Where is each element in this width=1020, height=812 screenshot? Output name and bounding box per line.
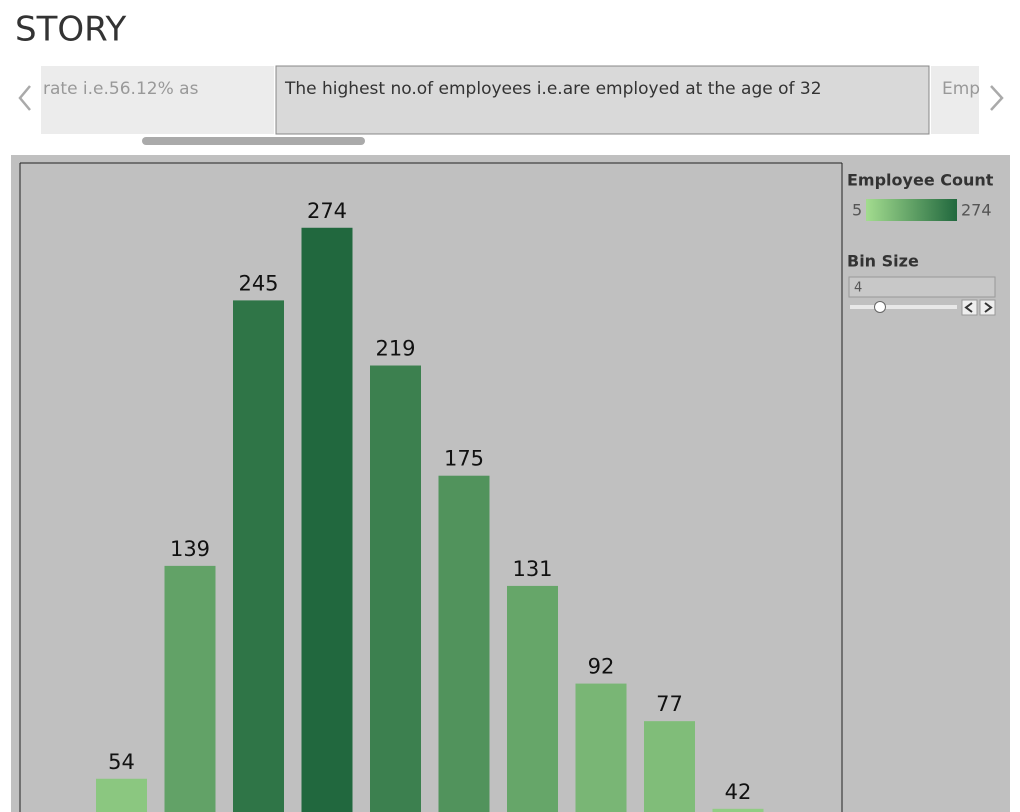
slider-next[interactable]	[979, 299, 996, 316]
value-label: 274	[307, 199, 347, 223]
bar	[644, 721, 695, 812]
value-label: 77	[656, 692, 683, 716]
value-label: 92	[588, 655, 615, 679]
story-text: The highest no.of employees i.e.are empl…	[284, 79, 822, 99]
value-label: 131	[512, 557, 552, 581]
bars: 54 139 245 274 219 175 131 92 77 42	[96, 199, 764, 812]
story-text: Emp	[942, 79, 980, 99]
slider-knob[interactable]	[874, 301, 886, 313]
scrollbar[interactable]	[142, 137, 365, 145]
story-text: rate i.e.56.12% as	[43, 79, 199, 99]
value-label: 139	[170, 537, 210, 561]
bar	[575, 683, 627, 812]
story-point[interactable]	[41, 66, 274, 134]
bar	[164, 565, 216, 812]
slider-prev[interactable]	[961, 299, 978, 316]
bar	[712, 808, 764, 812]
bar	[233, 300, 284, 812]
bin-size-input[interactable]	[848, 276, 996, 298]
arrow-icon	[964, 302, 973, 313]
value-label: 175	[444, 447, 484, 471]
value-label: 54	[108, 750, 135, 774]
bar	[370, 365, 421, 812]
legend-max: 274	[961, 201, 992, 220]
bar	[96, 778, 147, 812]
value-label: 219	[375, 337, 415, 361]
arrow-icon	[984, 302, 993, 313]
bin-size-label: Bin Size	[847, 252, 919, 271]
legend-min: 5	[852, 201, 862, 220]
value-label: 42	[725, 780, 752, 804]
prev-arrow[interactable]	[18, 85, 31, 111]
page-title: STORY	[15, 10, 127, 50]
next-arrow[interactable]	[990, 85, 1004, 111]
value-label: 245	[238, 271, 278, 295]
story-point-active[interactable]	[275, 65, 930, 135]
bar	[438, 475, 490, 812]
legend-ramp	[866, 199, 957, 221]
bar	[507, 585, 558, 812]
story-point[interactable]	[931, 66, 979, 134]
bar	[301, 227, 353, 812]
legend-title: Employee Count	[847, 171, 994, 190]
bin-size-value: 4	[854, 281, 862, 296]
